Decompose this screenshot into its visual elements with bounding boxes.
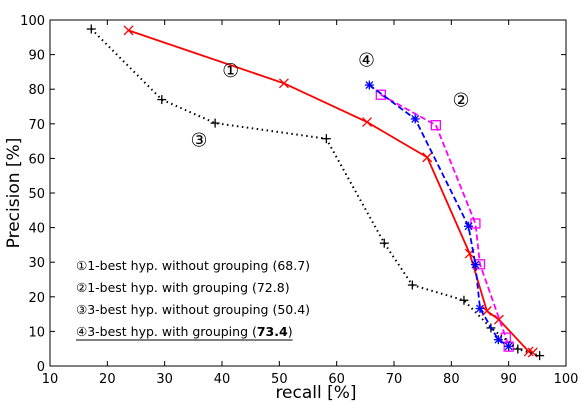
x-marker-stroke	[493, 314, 504, 325]
legend-entry: ①1-best hyp. without grouping (68.7)	[76, 258, 310, 273]
x-tick-label: 10	[42, 372, 59, 387]
x-tick-label: 90	[500, 372, 517, 387]
x-tick-label: 20	[99, 372, 116, 387]
series-callouts: ① ② ③ ④	[191, 50, 470, 152]
x-tick-label: 50	[271, 372, 288, 387]
series-s2	[375, 89, 514, 352]
series-callout: ③	[191, 129, 208, 151]
data-point	[475, 304, 485, 314]
data-point	[410, 114, 420, 124]
data-point	[278, 78, 289, 89]
y-tick-label: 0	[37, 360, 45, 375]
legend-entry: ②1-best hyp. with grouping (72.8)	[76, 280, 290, 295]
y-tick-label: 60	[28, 152, 45, 167]
star-marker-stroke	[471, 260, 480, 269]
series-layer	[86, 24, 545, 361]
x-tick-label: 30	[156, 372, 173, 387]
data-point	[493, 314, 504, 325]
star-marker-stroke	[494, 335, 503, 344]
star-marker-stroke	[504, 342, 513, 351]
data-point	[362, 117, 373, 128]
y-tick-label: 20	[28, 291, 45, 306]
data-point	[407, 280, 417, 290]
data-point	[535, 351, 545, 361]
x-tick-label: 40	[214, 372, 231, 387]
legend: ①1-best hyp. without grouping (68.7) ②1-b…	[76, 258, 310, 341]
data-point	[379, 238, 389, 248]
x-tick-label: 60	[328, 372, 345, 387]
x-tick-label: 100	[554, 372, 579, 387]
legend-entry: ④3-best hyp. with grouping (73.4)	[76, 324, 293, 339]
star-marker-stroke	[464, 222, 473, 231]
data-point	[430, 120, 442, 131]
data-point	[523, 346, 534, 357]
x-axis-title: recall [%]	[275, 383, 356, 402]
legend-entry-label: ①1-best hyp. without grouping (68.7)	[76, 258, 310, 273]
y-tick-label: 70	[28, 118, 45, 133]
data-point	[364, 80, 374, 90]
data-point	[86, 24, 96, 34]
data-point	[464, 221, 474, 231]
legend-entry: ③3-best hyp. without grouping (50.4)	[76, 302, 310, 317]
axis-ticks: 10 20 30 40 50 60 70 80 90 1000102030405060708090…	[20, 14, 578, 387]
y-tick-label: 90	[28, 49, 45, 64]
data-point	[504, 341, 514, 351]
y-tick-label: 30	[28, 256, 45, 271]
x-marker-stroke	[422, 152, 433, 163]
y-tick-label: 40	[28, 222, 45, 237]
x-marker-stroke	[523, 346, 534, 357]
series-line	[368, 84, 510, 348]
x-tick-label: 70	[386, 372, 403, 387]
data-point	[500, 332, 511, 343]
data-point	[513, 344, 523, 354]
star-marker-stroke	[411, 114, 420, 123]
y-tick-label: 10	[28, 325, 45, 340]
data-point	[123, 25, 134, 36]
legend-entry-label: ②1-best hyp. with grouping (72.8)	[76, 280, 290, 295]
y-tick-label: 100	[20, 14, 45, 29]
data-point	[157, 95, 167, 105]
star-marker-stroke	[476, 304, 484, 313]
data-point	[422, 152, 433, 163]
legend-entry-tail: )	[288, 324, 293, 339]
x-tick-label: 80	[443, 372, 460, 387]
series-callout: ④	[358, 50, 375, 72]
y-axis-title: Precision [%]	[4, 138, 24, 249]
x-marker-stroke	[527, 347, 538, 358]
series-line	[380, 93, 510, 347]
legend-entry-label: ③3-best hyp. without grouping (50.4)	[76, 302, 310, 317]
data-point	[321, 134, 331, 144]
series-callout: ②	[453, 90, 470, 112]
legend-entry-label: ④3-best hyp. with grouping (	[76, 324, 257, 339]
data-point	[210, 118, 220, 128]
series-s4	[364, 80, 514, 351]
y-tick-label: 80	[28, 83, 45, 98]
x-marker-stroke	[123, 25, 134, 36]
data-point	[493, 335, 503, 345]
data-point	[459, 295, 469, 305]
x-marker-stroke	[362, 117, 373, 128]
series-callout: ①	[222, 60, 239, 82]
y-tick-label: 50	[28, 187, 45, 202]
data-point	[375, 89, 386, 100]
data-point	[470, 260, 480, 270]
x-marker-stroke	[278, 78, 289, 89]
legend-entry-bold-value: 73.4	[257, 324, 288, 339]
star-marker-stroke	[365, 81, 374, 90]
